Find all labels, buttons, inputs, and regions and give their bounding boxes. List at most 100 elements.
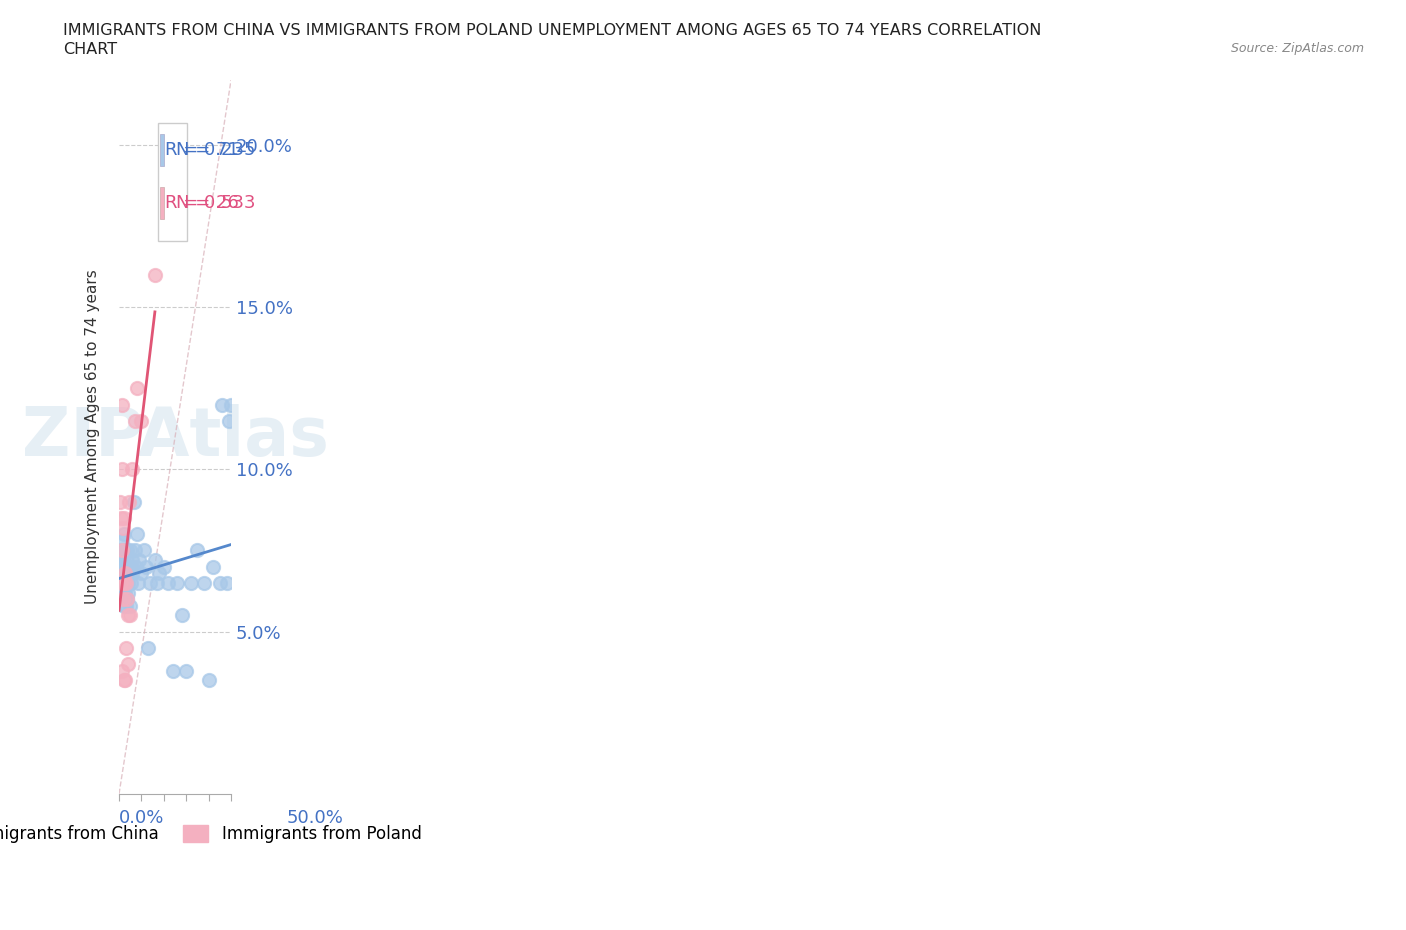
Point — [125, 526, 148, 541]
Point — [202, 559, 225, 574]
Point — [108, 495, 131, 510]
Point — [143, 267, 166, 282]
Text: Source: ZipAtlas.com: Source: ZipAtlas.com — [1230, 42, 1364, 55]
Point — [157, 576, 180, 591]
Point — [117, 585, 139, 600]
Point — [170, 608, 193, 623]
Point — [112, 576, 135, 591]
Point — [166, 576, 188, 591]
Point — [112, 672, 135, 687]
Point — [125, 559, 148, 574]
Point — [120, 598, 142, 613]
Point — [111, 543, 134, 558]
Point — [143, 552, 166, 567]
Point — [124, 413, 146, 428]
Point — [211, 397, 233, 412]
Point — [112, 559, 135, 574]
Point — [111, 576, 134, 591]
Point — [197, 672, 219, 687]
Point — [180, 576, 202, 591]
Point — [117, 576, 139, 591]
Text: 50.0%: 50.0% — [287, 809, 343, 828]
Point — [110, 559, 132, 574]
Point — [114, 641, 136, 656]
Point — [139, 576, 162, 591]
Point — [115, 576, 138, 591]
Point — [121, 565, 143, 580]
FancyBboxPatch shape — [160, 134, 163, 166]
Point — [111, 462, 134, 477]
Point — [111, 565, 134, 580]
Point — [114, 543, 136, 558]
FancyBboxPatch shape — [160, 187, 163, 219]
Point — [110, 552, 132, 567]
Point — [111, 552, 134, 567]
Point — [118, 565, 141, 580]
Point — [110, 576, 132, 591]
Y-axis label: Unemployment Among Ages 65 to 74 years: Unemployment Among Ages 65 to 74 years — [86, 270, 100, 604]
Point — [111, 533, 134, 548]
Point — [115, 591, 138, 606]
Point — [115, 552, 138, 567]
Text: N = 71: N = 71 — [176, 140, 239, 159]
Point — [218, 413, 240, 428]
Point — [120, 576, 142, 591]
Point — [112, 543, 135, 558]
Point — [112, 576, 135, 591]
Point — [112, 598, 135, 613]
Point — [110, 565, 132, 580]
FancyBboxPatch shape — [159, 123, 187, 241]
Point — [121, 462, 143, 477]
Point — [115, 591, 138, 606]
Point — [114, 585, 136, 600]
Text: R = 0.235: R = 0.235 — [165, 140, 256, 159]
Point — [131, 565, 153, 580]
Point — [193, 576, 215, 591]
Point — [122, 495, 145, 510]
Point — [111, 663, 134, 678]
Point — [112, 582, 135, 597]
Point — [118, 495, 141, 510]
Point — [108, 576, 131, 591]
Point — [115, 543, 138, 558]
Point — [219, 397, 242, 412]
Point — [174, 663, 197, 678]
Point — [111, 559, 134, 574]
Text: N = 26: N = 26 — [176, 194, 239, 212]
Point — [110, 511, 132, 525]
Point — [112, 565, 135, 580]
Point — [112, 520, 135, 535]
Point — [117, 559, 139, 574]
Point — [112, 511, 135, 525]
Point — [125, 381, 148, 396]
Point — [146, 576, 169, 591]
Point — [148, 565, 170, 580]
Text: ZIPAtlas: ZIPAtlas — [21, 404, 329, 470]
Point — [135, 559, 157, 574]
Legend: Immigrants from China, Immigrants from Poland: Immigrants from China, Immigrants from P… — [0, 818, 429, 850]
Text: IMMIGRANTS FROM CHINA VS IMMIGRANTS FROM POLAND UNEMPLOYMENT AMONG AGES 65 TO 74: IMMIGRANTS FROM CHINA VS IMMIGRANTS FROM… — [63, 23, 1042, 38]
Point — [120, 559, 142, 574]
Text: R = 0.533: R = 0.533 — [165, 194, 256, 212]
Point — [115, 576, 138, 591]
Point — [128, 552, 150, 567]
Point — [110, 543, 132, 558]
Point — [114, 565, 136, 580]
Point — [186, 543, 208, 558]
Point — [111, 582, 134, 597]
Point — [115, 565, 138, 580]
Point — [162, 663, 184, 678]
Point — [131, 413, 153, 428]
Point — [112, 526, 135, 541]
Point — [117, 657, 139, 671]
Point — [153, 559, 176, 574]
Point — [208, 576, 231, 591]
Point — [111, 397, 134, 412]
Text: 0.0%: 0.0% — [120, 809, 165, 828]
Text: CHART: CHART — [63, 42, 117, 57]
Point — [111, 591, 134, 606]
Point — [117, 608, 139, 623]
Point — [110, 576, 132, 591]
Point — [120, 608, 142, 623]
Point — [132, 543, 155, 558]
